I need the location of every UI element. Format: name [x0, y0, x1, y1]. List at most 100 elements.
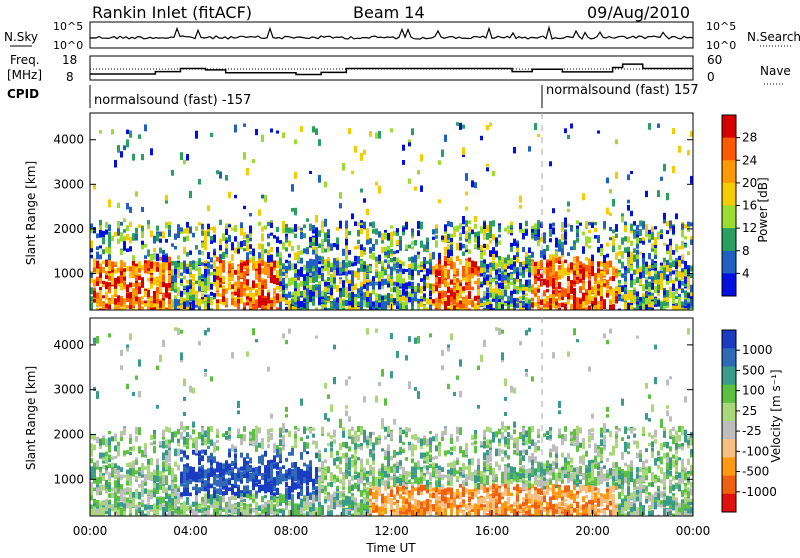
heatmap-cell	[615, 269, 618, 273]
heatmap-cell	[237, 509, 240, 517]
heatmap-cell	[291, 208, 294, 212]
heatmap-cell	[297, 269, 300, 276]
heatmap-cell	[246, 494, 249, 499]
heatmap-cell	[99, 477, 102, 483]
heatmap-cell	[429, 253, 432, 259]
heatmap-cell	[225, 298, 228, 305]
heatmap-cell	[516, 286, 519, 290]
heatmap-cell	[624, 275, 627, 281]
heatmap-cell	[117, 239, 120, 244]
heatmap-cell	[336, 285, 339, 292]
heatmap-cell	[348, 231, 351, 235]
heatmap-cell	[249, 477, 252, 481]
heatmap-cell	[129, 267, 132, 271]
heatmap-cell	[564, 288, 567, 293]
heatmap-cell	[252, 255, 255, 260]
heatmap-cell	[477, 293, 480, 296]
heatmap-cell	[408, 257, 411, 261]
heatmap-cell	[156, 483, 159, 490]
heatmap-cell	[486, 225, 489, 232]
heatmap-cell	[345, 255, 348, 261]
heatmap-cell	[183, 397, 186, 401]
heatmap-cell	[186, 480, 189, 488]
heatmap-cell	[633, 308, 636, 314]
heatmap-cell	[489, 221, 492, 227]
heatmap-cell	[471, 261, 474, 267]
heatmap-cell	[339, 298, 342, 301]
heatmap-cell	[378, 131, 381, 139]
heatmap-cell	[147, 459, 150, 465]
heatmap-cell	[357, 288, 360, 293]
heatmap-cell	[291, 229, 294, 232]
heatmap-cell	[159, 355, 162, 362]
heatmap-cell	[339, 279, 342, 284]
heatmap-cell	[261, 195, 264, 199]
heatmap-cell	[582, 263, 585, 267]
heatmap-cell	[627, 303, 630, 309]
heatmap-cell	[93, 290, 96, 297]
heatmap-cell	[108, 259, 111, 266]
heatmap-cell	[267, 250, 270, 256]
heatmap-cell	[231, 505, 234, 513]
heatmap-cell	[270, 263, 273, 267]
heatmap-cell	[579, 223, 582, 226]
heatmap-cell	[123, 236, 126, 241]
heatmap-cell	[327, 298, 330, 301]
heatmap-cell	[420, 302, 423, 308]
heatmap-cell	[198, 250, 201, 255]
heatmap-cell	[234, 236, 237, 241]
heatmap-cell	[585, 257, 588, 261]
heatmap-cell	[558, 303, 561, 307]
heatmap-cell	[465, 192, 468, 196]
heatmap-cell	[252, 499, 255, 502]
heatmap-cell	[162, 340, 165, 347]
heatmap-cell	[120, 277, 123, 282]
heatmap-cell	[537, 277, 540, 281]
heatmap-cell	[396, 301, 399, 306]
y-tick-label: 1000	[53, 266, 84, 280]
heatmap-cell	[165, 439, 168, 445]
heatmap-cell	[438, 270, 441, 277]
heatmap-cell	[249, 458, 252, 464]
heatmap-cell	[117, 221, 120, 228]
heatmap-cell	[600, 248, 603, 252]
heatmap-cell	[228, 464, 231, 471]
heatmap-cell	[498, 302, 501, 309]
heatmap-cell	[141, 207, 144, 212]
heatmap-cell	[390, 279, 393, 283]
heatmap-cell	[510, 296, 513, 304]
heatmap-cell	[249, 290, 252, 296]
heatmap-cell	[396, 262, 399, 268]
heatmap-cell	[120, 467, 123, 472]
heatmap-cell	[663, 303, 666, 306]
heatmap-cell	[240, 263, 243, 271]
heatmap-cell	[171, 475, 174, 481]
heatmap-cell	[375, 239, 378, 245]
heatmap-cell	[144, 303, 147, 307]
heatmap-cell	[339, 192, 342, 199]
heatmap-cell	[198, 260, 201, 265]
heatmap-cell	[447, 244, 450, 247]
heatmap-cell	[324, 301, 327, 304]
heatmap-cell	[522, 233, 525, 239]
heatmap-cell	[663, 243, 666, 246]
heatmap-cell	[501, 305, 504, 309]
heatmap-cell	[180, 426, 183, 430]
heatmap-cell	[348, 128, 351, 134]
heatmap-cell	[627, 257, 630, 264]
heatmap-cell	[405, 245, 408, 249]
heatmap-cell	[375, 228, 378, 234]
heatmap-cell	[138, 261, 141, 268]
heatmap-cell	[552, 223, 555, 227]
heatmap-cell	[399, 260, 402, 263]
heatmap-cell	[672, 250, 675, 255]
heatmap-cell	[495, 251, 498, 258]
heatmap-cell	[264, 495, 267, 498]
heatmap-cell	[381, 264, 384, 267]
heatmap-cell	[207, 295, 210, 300]
heatmap-cell	[570, 262, 573, 269]
heatmap-cell	[489, 123, 492, 127]
heatmap-cell	[327, 239, 330, 246]
heatmap-cell	[222, 285, 225, 289]
heatmap-cell	[465, 231, 468, 239]
